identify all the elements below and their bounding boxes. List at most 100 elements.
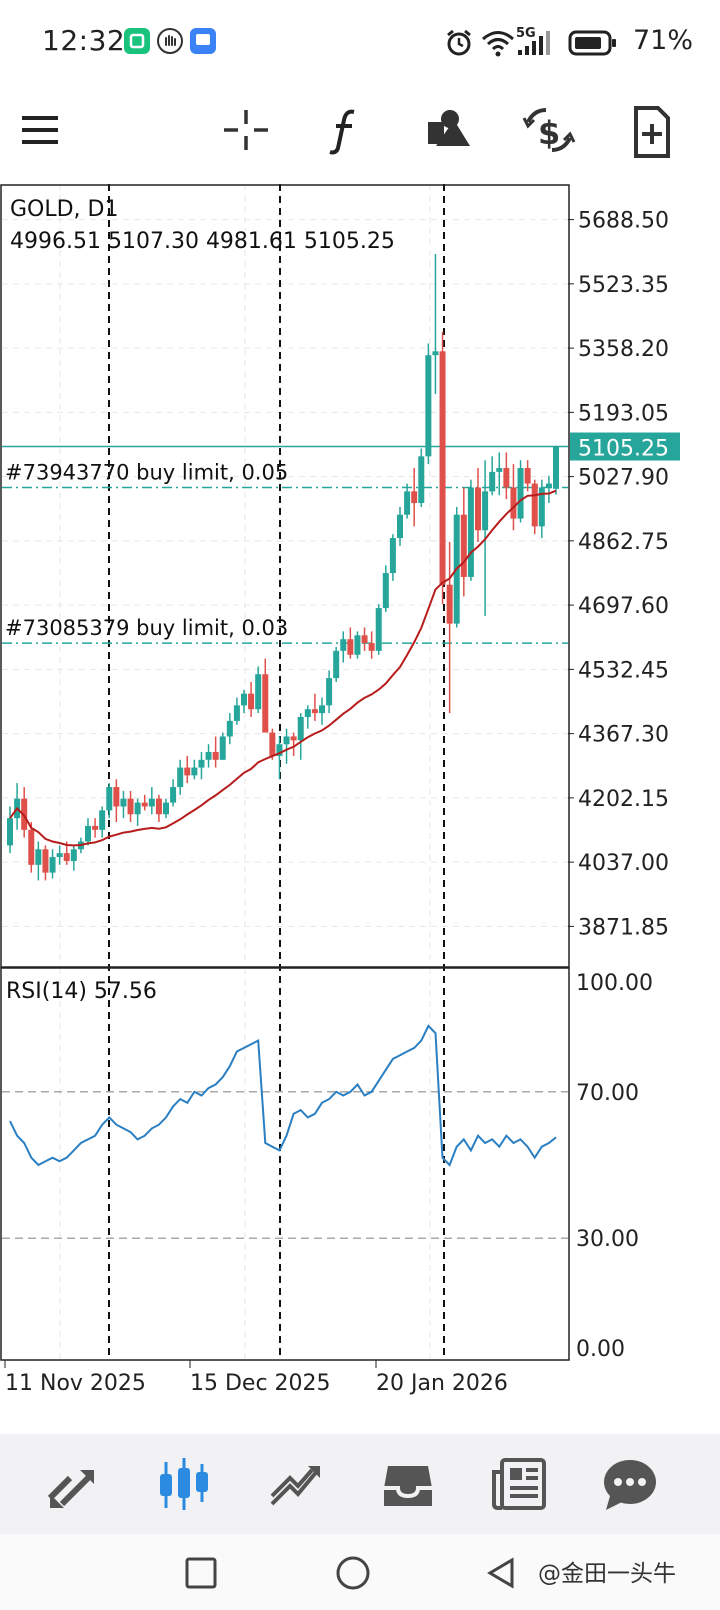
candle-body: [538, 487, 545, 527]
crosshair-button[interactable]: [216, 102, 276, 162]
candle-body: [375, 608, 382, 651]
svg-text:$: $: [538, 114, 560, 152]
price-tick-label: 5027.90: [578, 466, 669, 491]
candle-body: [269, 732, 276, 756]
candle-body: [290, 736, 297, 741]
candle-body: [163, 802, 169, 815]
candle-body: [418, 456, 425, 504]
objects-icon: [428, 110, 470, 146]
nav-messages[interactable]: [598, 1452, 662, 1516]
nav-quotes[interactable]: [40, 1452, 104, 1516]
rsi-label: RSI(14) 57.56: [6, 979, 157, 1004]
candle-body: [283, 736, 290, 745]
candle-body: [248, 693, 255, 710]
back-button[interactable]: [484, 1556, 518, 1590]
home-button[interactable]: [334, 1554, 372, 1592]
candle-body: [368, 643, 375, 651]
candle-body: [553, 446, 559, 489]
nav-chart[interactable]: [152, 1452, 216, 1516]
new-order-icon: [634, 106, 670, 158]
symbol-label: GOLD, D1: [10, 197, 119, 222]
candle-body: [205, 752, 212, 760]
date-tick-label: 11 Nov 2025: [5, 1371, 146, 1396]
candle-body: [92, 825, 99, 830]
price-tick-label: 4697.60: [578, 594, 669, 619]
candle-body: [63, 853, 70, 861]
candle-body: [255, 674, 262, 710]
chart-icon: [160, 1458, 208, 1510]
price-chart[interactable]: #73943770 buy limit, 0.05 #73085379 buy l…: [0, 184, 720, 1434]
candle-body: [411, 491, 418, 504]
chart-labels: 5105.25 5688.50 5523.35 5358.20 5193.05 5027.…: [4, 197, 680, 1396]
date-tick-label: 20 Jan 2026: [376, 1371, 508, 1396]
candle-body: [340, 639, 347, 651]
objects-button[interactable]: [418, 102, 478, 162]
nav-news[interactable]: [488, 1452, 552, 1516]
candle-body: [482, 491, 489, 531]
candle-body: [432, 351, 439, 356]
current-price-tag: [570, 432, 680, 461]
menu-button[interactable]: [10, 102, 70, 162]
candle-body: [70, 849, 77, 861]
trade-button[interactable]: $: [520, 102, 580, 162]
candle-body: [106, 787, 113, 811]
rsi-pane-frame: [0, 967, 570, 1361]
candle-body: [361, 635, 368, 644]
price-tick-label: 5193.05: [578, 401, 669, 426]
candle-body: [326, 678, 333, 706]
recents-button[interactable]: [184, 1556, 218, 1590]
candle-body: [503, 468, 510, 488]
trade-icon: [270, 1466, 320, 1506]
new-order-button[interactable]: [622, 102, 682, 162]
rsi-tick-label: 100.00: [576, 971, 653, 996]
rsi-line: [9, 1024, 557, 1167]
candle-body: [7, 818, 13, 846]
candle-body: [404, 491, 411, 515]
quotes-icon: [47, 1470, 95, 1508]
square-icon: [185, 1557, 217, 1589]
bottom-navigation: [0, 1434, 720, 1534]
chart-grid: [2, 184, 568, 1360]
indicators-button[interactable]: [316, 102, 376, 162]
chart-toolbar: $: [0, 84, 720, 184]
wifi-icon: [482, 31, 514, 57]
candle-body: [389, 538, 396, 574]
candle-body: [191, 767, 198, 776]
rsi-tick-label: 70.00: [576, 1081, 639, 1106]
status-time: 12:32: [42, 24, 126, 57]
price-tick-label: 5688.50: [578, 209, 669, 234]
menu-icon: [22, 116, 58, 144]
date-tick-label: 15 Dec 2025: [190, 1371, 331, 1396]
candle-body: [219, 736, 226, 760]
candle-body: [517, 468, 524, 519]
price-tick-label: 4037.00: [578, 851, 669, 876]
nav-history[interactable]: [376, 1452, 440, 1516]
app-badge-blue-icon: [190, 28, 216, 54]
circle-icon: [336, 1556, 370, 1590]
nav-trade[interactable]: [264, 1452, 328, 1516]
candle-body: [297, 717, 304, 741]
candle-body: [212, 752, 219, 760]
price-tick-label: 4532.45: [578, 658, 669, 683]
period-separators: [108, 184, 445, 1360]
candle-body: [120, 798, 127, 807]
candle-body: [56, 853, 63, 858]
trade-dollar-icon: $: [522, 108, 576, 152]
candle-body: [319, 705, 325, 714]
chart-area[interactable]: #73943770 buy limit, 0.05 #73085379 buy l…: [0, 184, 720, 1434]
candle-body: [545, 483, 552, 488]
order-label: #73943770 buy limit, 0.05: [5, 460, 288, 484]
candle-body: [382, 573, 389, 609]
network-type: 5G: [516, 26, 536, 41]
rsi-indicator: [9, 1024, 557, 1167]
candle-body: [198, 759, 205, 768]
rsi-tick-label: 30.00: [576, 1227, 639, 1252]
candle-body: [333, 650, 340, 679]
candle-body: [262, 674, 269, 733]
order-label: #73085379 buy limit, 0.03: [5, 616, 288, 640]
current-price-label: 5105.25: [578, 437, 669, 462]
candle-body: [155, 798, 162, 815]
alarm-icon: [447, 29, 471, 56]
candle-body: [467, 487, 474, 577]
hand-badge-icon: [157, 28, 183, 54]
